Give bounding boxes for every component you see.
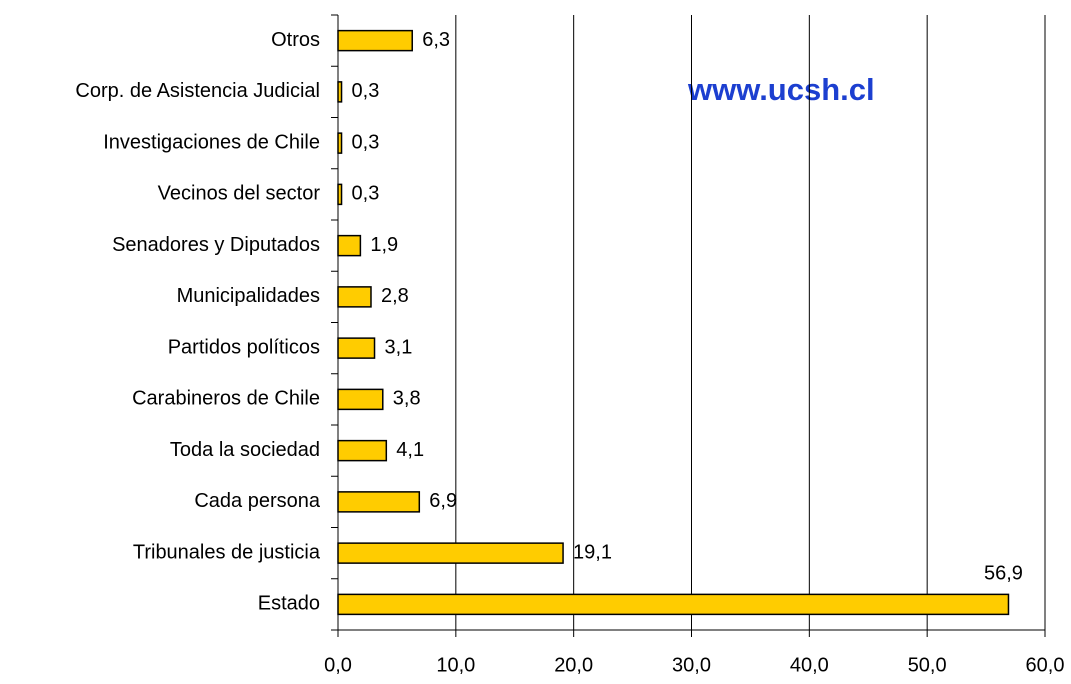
bar [337,81,343,103]
x-tick-label: 60,0 [1026,654,1065,676]
bar [337,542,564,564]
y-tick-label: Toda la sociedad [170,439,320,461]
value-label: 19,1 [573,541,612,563]
bar [337,593,1010,616]
value-label: 3,1 [385,336,413,358]
y-tick-label: Partidos políticos [168,336,320,358]
value-label: 4,1 [396,439,424,461]
value-label: 3,8 [393,388,421,410]
bar [337,388,384,411]
value-label: 0,3 [352,131,380,153]
y-tick-label: Estado [258,593,320,615]
y-tick-label: Corp. de Asistencia Judicial [75,80,320,102]
x-tick-label: 30,0 [672,654,711,676]
y-tick-label: Municipalidades [177,285,320,307]
y-tick-label: Carabineros de Chile [132,388,320,410]
value-label: 6,9 [429,490,457,512]
y-tick-label: Tribunales de justicia [133,541,321,563]
bar [337,183,343,206]
value-label: 2,8 [381,285,409,307]
x-tick-label: 20,0 [554,654,593,676]
y-tick-label: Otros [271,29,320,51]
bar [337,234,362,257]
x-tick-label: 10,0 [436,654,475,676]
value-label: 56,9 [984,563,1023,585]
bar [337,286,372,308]
y-tick-label: Senadores y Diputados [112,234,320,256]
value-label: 0,3 [352,183,380,205]
x-tick-label: 40,0 [790,654,829,676]
value-label: 6,3 [422,29,450,51]
y-tick-label: Cada persona [194,490,321,512]
bar [337,29,413,52]
y-tick-label: Investigaciones de Chile [103,131,320,153]
bar [337,132,343,154]
x-tick-label: 50,0 [908,654,947,676]
bar [337,337,376,359]
bar [337,439,388,462]
y-tick-label: Vecinos del sector [158,183,321,205]
value-label: 1,9 [370,234,398,256]
watermark: www.ucsh.cl [687,72,875,107]
bar [337,491,421,513]
value-label: 0,3 [352,80,380,102]
x-tick-label: 0,0 [324,654,352,676]
